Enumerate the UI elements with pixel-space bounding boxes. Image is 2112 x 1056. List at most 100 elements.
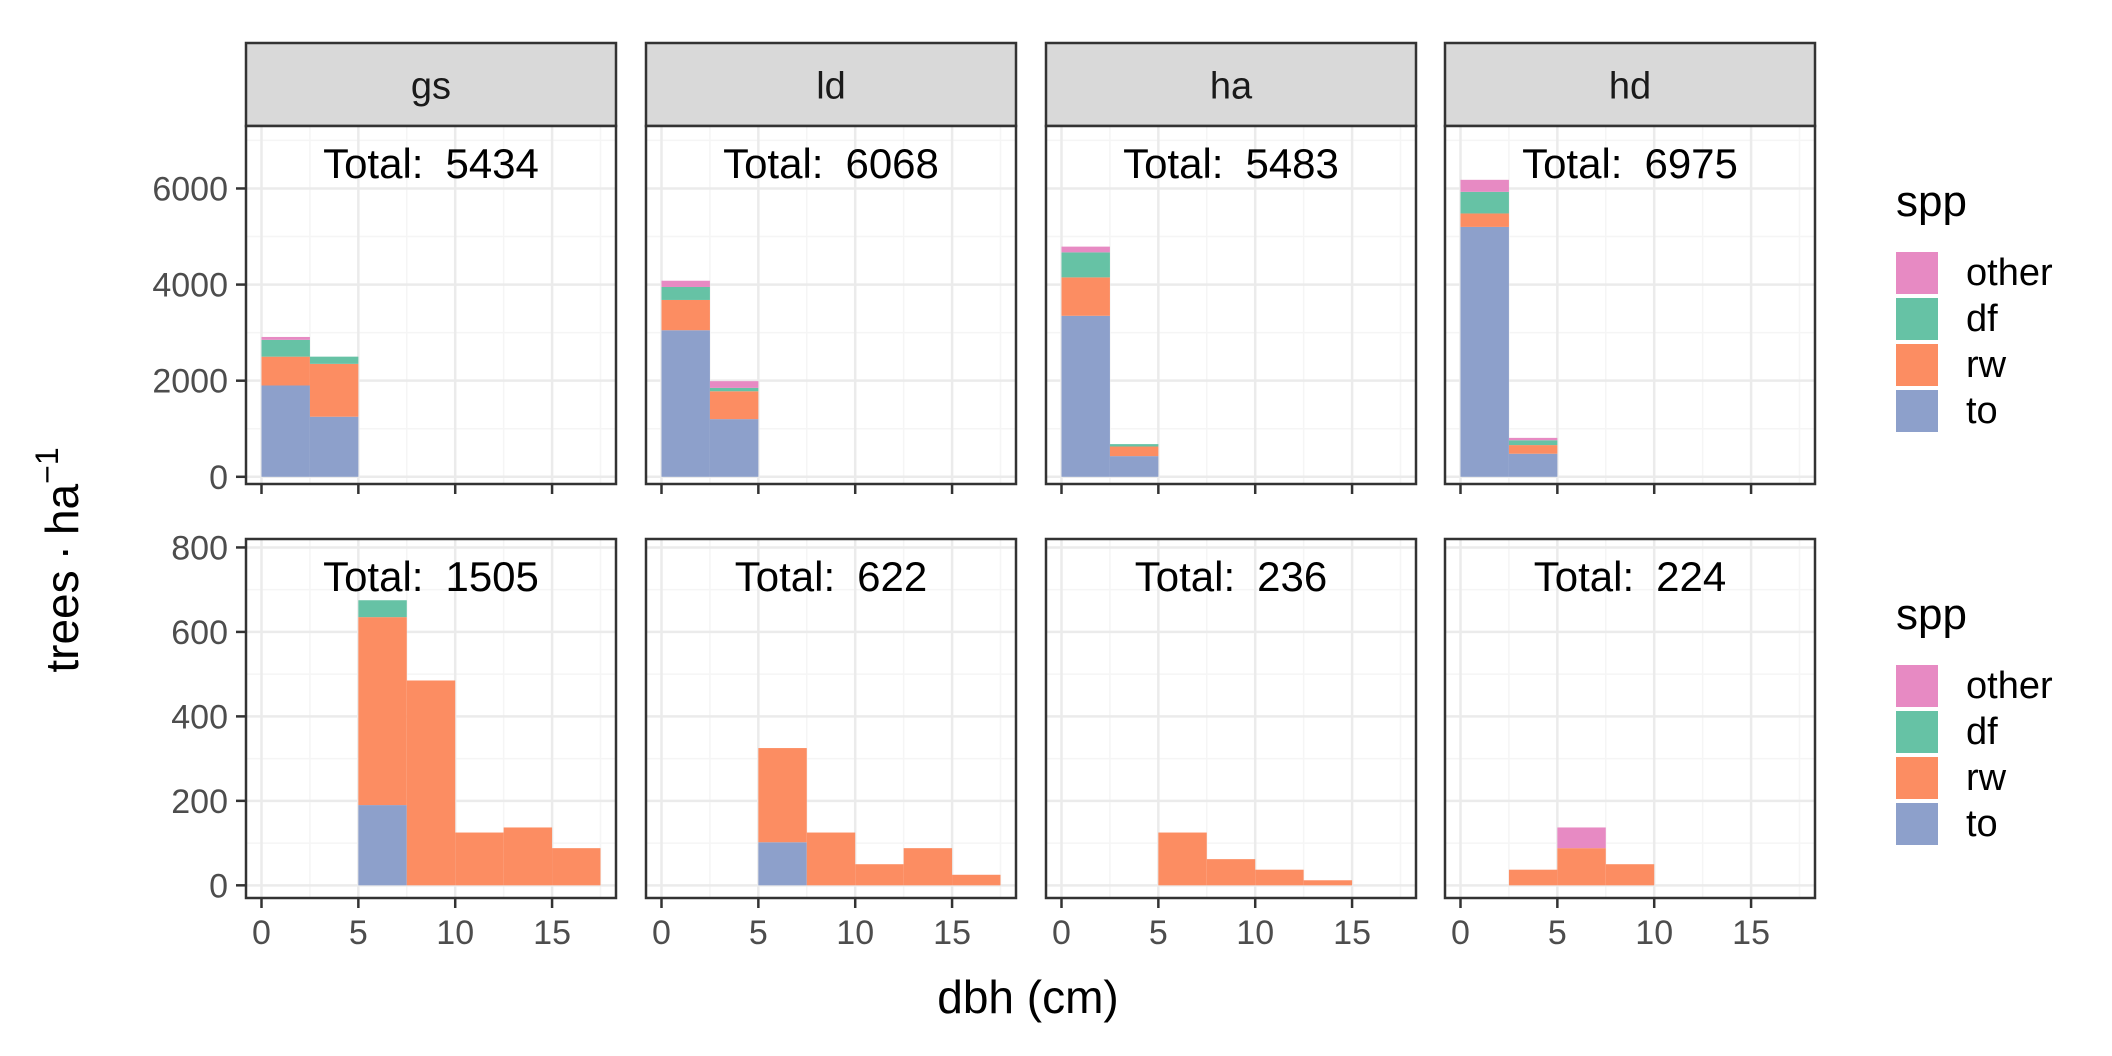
- total-annotation: Total: 622: [735, 553, 927, 600]
- legend-key-rw: [1896, 344, 1938, 386]
- bar-gs-to-bin-2.5: [309, 416, 359, 477]
- legend-key-df: [1896, 298, 1938, 340]
- total-value: 224: [1656, 553, 1726, 600]
- bar-hd-to-bin-2.5: [1508, 453, 1558, 477]
- panel-ld-row-2: Total: 622 0 5 10 15: [644, 537, 1018, 952]
- bar-gs-rw-bin-12.5: [503, 827, 553, 886]
- x-tick-label: 10: [1236, 914, 1274, 952]
- bar-ld-rw-bin-7.5: [806, 832, 856, 886]
- bar-ha-rw-bin-12.5: [1303, 880, 1353, 886]
- legend-key-other: [1896, 252, 1938, 294]
- bar-ha-rw-bin-10: [1255, 869, 1304, 886]
- bar-gs-rw-bin-0: [261, 356, 310, 386]
- total-value: 236: [1257, 553, 1327, 600]
- total-value: 6975: [1644, 140, 1737, 187]
- x-tick-label: 5: [1548, 914, 1567, 952]
- total-annotation: Total: 6975: [1522, 140, 1738, 187]
- bar-ld-to-bin-2.5: [709, 419, 759, 477]
- bar-gs-rw-bin-15: [552, 848, 601, 886]
- bar-gs-rw-bin-7.5: [406, 680, 456, 886]
- bar-ha-rw-bin-0: [1061, 277, 1110, 316]
- y-tick-label: 2000: [152, 363, 228, 401]
- legend-key-df: [1896, 711, 1938, 753]
- bar-hd-other-bin-0: [1460, 179, 1509, 192]
- bar-ld-rw-bin-15: [952, 874, 1001, 886]
- panel-border: [644, 537, 1018, 900]
- bar-hd-rw-bin-7.5: [1605, 864, 1655, 886]
- x-tick-label: 5: [1149, 914, 1168, 952]
- legend-label-df: df: [1966, 711, 1998, 753]
- x-tick-label: 0: [1451, 914, 1470, 952]
- bar-gs-df-bin-5: [358, 600, 407, 618]
- x-tick-label: 10: [436, 914, 474, 952]
- bar-hd-other-bin-5: [1557, 827, 1606, 849]
- facet-label-gs: gs: [411, 66, 451, 108]
- panel-border: [1044, 537, 1418, 900]
- facet-label-hd: hd: [1609, 66, 1651, 108]
- legend-label-other: other: [1966, 665, 2053, 707]
- bar-hd-other-bin-2.5: [1508, 437, 1558, 441]
- legend-key-to: [1896, 803, 1938, 845]
- x-tick-label: 10: [1635, 914, 1673, 952]
- bar-ld-rw-bin-0: [661, 299, 710, 331]
- x-tick-label: 5: [349, 914, 368, 952]
- y-axis-title: trees·ha−1: [29, 447, 88, 672]
- facet-strip-ld: ld: [644, 41, 1018, 128]
- panel-border: [1443, 537, 1817, 900]
- bar-gs-df-bin-2.5: [309, 356, 359, 364]
- panel-gs-row-1: Total: 5434: [244, 124, 618, 494]
- bar-ld-to-bin-5: [758, 842, 807, 886]
- bar-gs-df-bin-0: [261, 339, 310, 357]
- x-tick-label: 15: [533, 914, 571, 952]
- y-tick-label: 6000: [152, 170, 228, 208]
- facet-strip-hd: hd: [1443, 41, 1817, 128]
- legend-title: spp: [1896, 590, 1967, 639]
- bar-hd-df-bin-2.5: [1508, 440, 1558, 446]
- facet-label-ha: ha: [1210, 66, 1253, 108]
- bar-gs-to-bin-5: [358, 805, 407, 886]
- panel-ha-row-2: Total: 236 0 5 10 15: [1044, 537, 1418, 952]
- bar-ld-rw-bin-5: [758, 748, 807, 843]
- legend-label-df: df: [1966, 298, 1998, 340]
- bar-gs-other-bin-0: [261, 336, 310, 340]
- total-value: 622: [857, 553, 927, 600]
- panel-border: [1443, 124, 1817, 486]
- y-axis-row-2: 0 200 400 600 800: [171, 529, 246, 905]
- total-prefix: Total:: [1123, 140, 1223, 187]
- facet-strip-gs: gs: [244, 41, 618, 128]
- total-prefix: Total:: [723, 140, 823, 187]
- bar-ld-df-bin-0: [661, 286, 710, 300]
- total-annotation: Total: 236: [1135, 553, 1327, 600]
- total-annotation: Total: 1505: [323, 553, 539, 600]
- y-tick-label: 400: [171, 698, 228, 736]
- total-prefix: Total:: [735, 553, 835, 600]
- legend-label-rw: rw: [1966, 757, 2007, 799]
- bar-hd-rw-bin-2.5: [1508, 869, 1558, 886]
- x-tick-label: 0: [252, 914, 271, 952]
- total-annotation: Total: 5434: [323, 140, 539, 187]
- x-tick-label: 15: [1732, 914, 1770, 952]
- legend-key-to: [1896, 390, 1938, 432]
- panel-border: [644, 124, 1018, 486]
- bar-hd-rw-bin-5: [1557, 848, 1606, 886]
- legend-label-rw: rw: [1966, 344, 2007, 386]
- bar-ha-rw-bin-7.5: [1206, 859, 1256, 886]
- x-tick-label: 10: [836, 914, 874, 952]
- panel-border: [244, 537, 618, 900]
- y-axis-row-1: 0 2000 4000 6000: [152, 170, 246, 497]
- bar-hd-to-bin-0: [1460, 226, 1509, 477]
- total-value: 1505: [445, 553, 538, 600]
- x-tick-label: 5: [749, 914, 768, 952]
- y-tick-label: 200: [171, 783, 228, 821]
- x-tick-label: 15: [1333, 914, 1371, 952]
- bar-ld-to-bin-0: [661, 330, 710, 477]
- facet-label-ld: ld: [816, 66, 846, 108]
- panel-ha-row-1: Total: 5483: [1044, 124, 1418, 494]
- total-prefix: Total:: [1522, 140, 1622, 187]
- total-prefix: Total:: [1534, 553, 1634, 600]
- legend-title: spp: [1896, 177, 1967, 226]
- y-tick-label: 0: [209, 459, 228, 497]
